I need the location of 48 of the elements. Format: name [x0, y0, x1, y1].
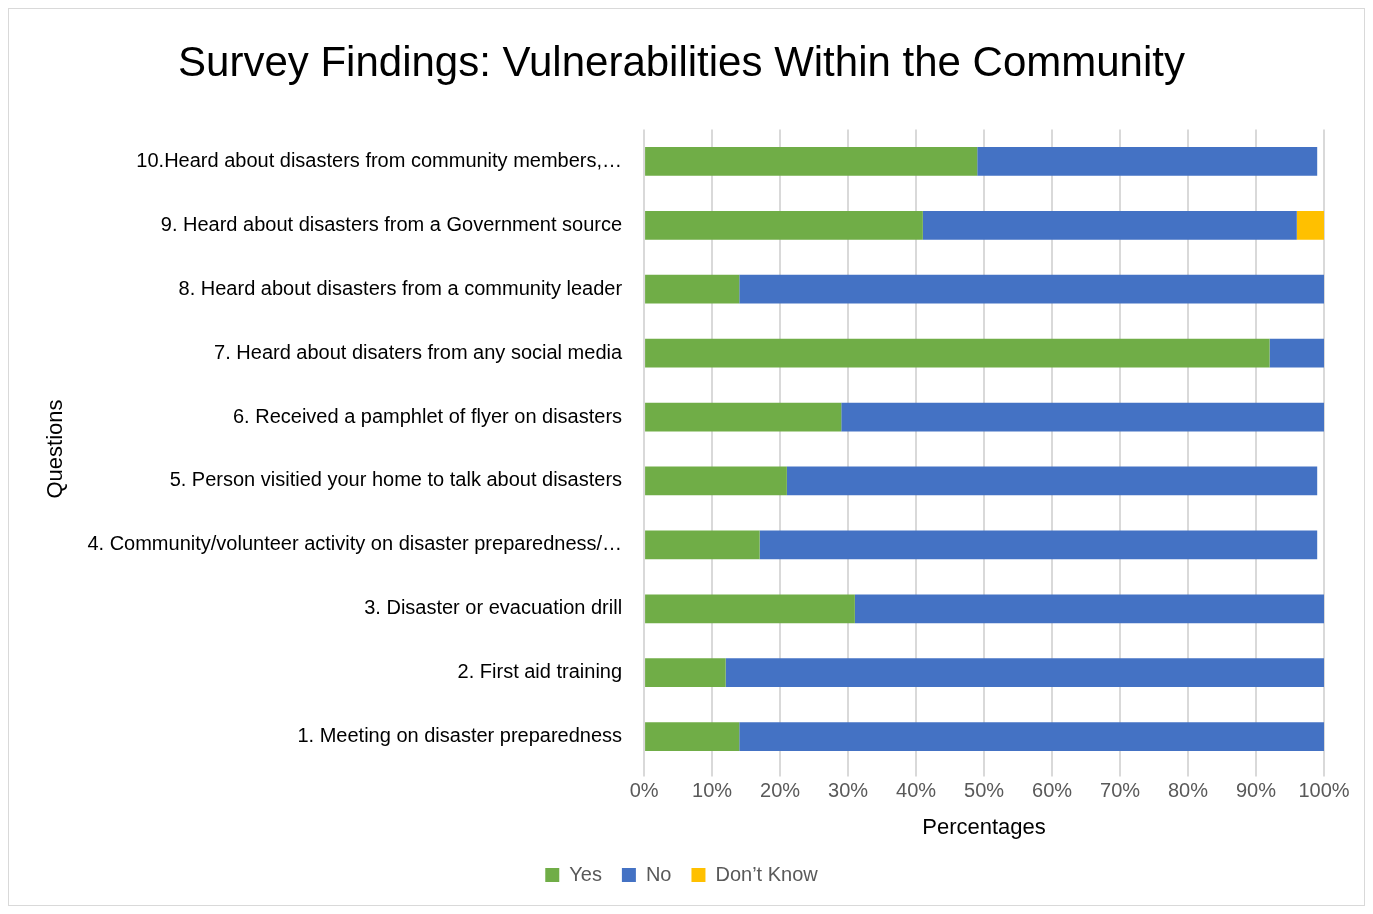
x-tick-label: 90%: [1235, 779, 1277, 802]
y-tick-label: 10.Heard about disasters from community members,…: [136, 148, 623, 171]
bar: [739, 274, 1324, 304]
x-tick-label: 70%: [1100, 779, 1141, 802]
bar: [786, 466, 1318, 496]
x-tick-label: 100%: [1298, 779, 1350, 802]
x-tick-label: 80%: [1168, 779, 1209, 802]
bar: [645, 402, 842, 432]
x-tick-label: 30%: [828, 779, 869, 802]
chart-title: Survey Findings: Vulnerabilities Within the Community: [178, 37, 1185, 85]
bar: [759, 530, 1318, 560]
y-tick-label: 5. Person visitied your home to talk about disasters: [169, 468, 623, 491]
x-tick-label: 0%: [629, 779, 659, 802]
y-tick-label: 8. Heard about disasters from a community leader: [178, 276, 623, 299]
bar: [977, 146, 1318, 176]
y-tick-label: 2. First aid training: [457, 660, 623, 683]
y-axis-title: Questions: [42, 399, 68, 499]
bar: [725, 658, 1324, 688]
bar: [645, 274, 740, 304]
x-axis-title: Percentages: [922, 813, 1046, 839]
y-tick-label: 9. Heard about disasters from a Government source: [160, 212, 623, 235]
bar: [739, 722, 1324, 752]
bar: [645, 146, 978, 176]
bar: [645, 466, 787, 496]
x-tick-label: 40%: [896, 779, 937, 802]
bar: [645, 722, 740, 752]
x-tick-label: 20%: [760, 779, 801, 802]
legend-label: Don’t Know: [715, 862, 819, 885]
x-tick-label: 60%: [1032, 779, 1073, 802]
bar: [645, 338, 1270, 368]
bar: [1269, 338, 1324, 368]
x-tick-label: 50%: [964, 779, 1005, 802]
y-tick-label: 4. Community/volunteer activity on disaster preparedness/…: [87, 532, 623, 555]
bar: [841, 402, 1324, 432]
y-tick-label: 3. Disaster or evacuation drill: [364, 596, 623, 619]
bar: [854, 594, 1324, 624]
bar: [922, 210, 1297, 240]
bar: [645, 658, 726, 688]
bar: [645, 594, 855, 624]
y-tick-label: 7. Heard about disaters from any social media: [214, 340, 623, 363]
bar: [1296, 210, 1324, 240]
bar: [645, 530, 760, 560]
legend-label: Yes: [569, 862, 602, 885]
y-tick-label: 1. Meeting on disaster preparedness: [297, 724, 623, 747]
bar: [645, 210, 923, 240]
x-tick-label: 10%: [692, 779, 733, 802]
legend-label: No: [645, 862, 672, 885]
y-tick-label: 6. Received a pamphlet of flyer on disasters: [232, 404, 623, 427]
